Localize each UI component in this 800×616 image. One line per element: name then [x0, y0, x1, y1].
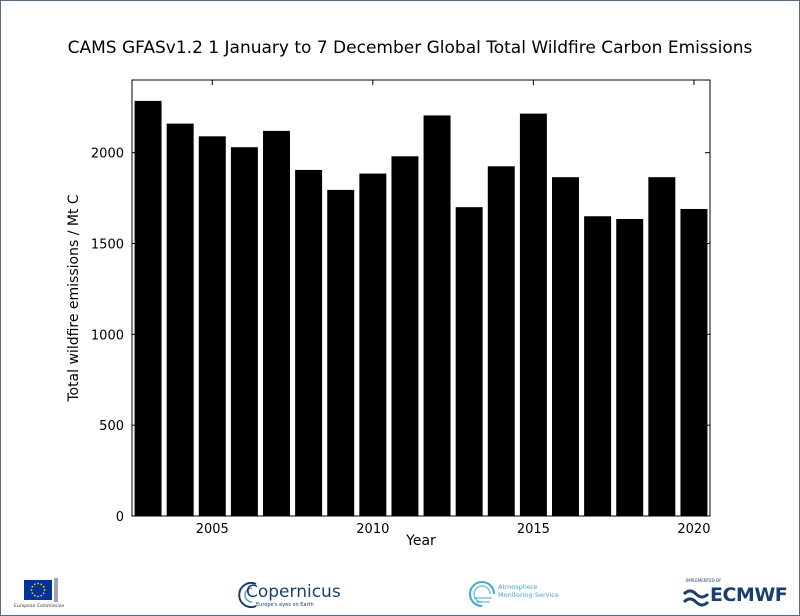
x-tick-label-2005: 2005: [196, 522, 229, 537]
bar-2010: [359, 173, 387, 516]
eu-star: [37, 582, 39, 585]
y-axis: 0 500 1000 1500 2000: [91, 147, 710, 525]
bar-2017: [584, 216, 612, 516]
eu-star: [31, 592, 34, 595]
eu-star: [42, 592, 45, 595]
cams-logo: Atmosphere Monitoring Service: [468, 576, 598, 612]
bar-2008: [295, 169, 323, 516]
ecmwf-logo: IMPLEMENTED BY ECMWF: [680, 578, 788, 612]
plot-area-frame: [131, 79, 711, 517]
eu-star: [42, 585, 45, 588]
eu-star: [30, 589, 33, 591]
european-commission-logo: European Commission: [14, 574, 64, 614]
y-tick-label-1500: 1500: [91, 238, 124, 253]
y-axis-label: Total wildfire emissions / Mt C: [66, 194, 82, 403]
bar-2013: [455, 207, 483, 517]
bar-chart: 0 500 1000 1500 2000 2005 2010 2015 2020 Total …: [66, 79, 711, 549]
eu-flag-icon: [24, 578, 58, 602]
x-axis: 2005 2010 2015 2020: [196, 80, 710, 537]
bar-2004: [166, 123, 194, 516]
bar-2015: [519, 113, 547, 517]
bar-2020: [680, 208, 708, 517]
x-tick-label-2015: 2015: [517, 522, 550, 537]
eu-star: [31, 585, 34, 588]
cams-text-line-1: Atmosphere: [498, 583, 538, 591]
x-axis-label: Year: [405, 533, 436, 549]
bar-2016: [552, 177, 579, 516]
bar-2012: [423, 115, 451, 517]
y-tick-label-1000: 1000: [91, 328, 124, 343]
bar-2006: [230, 147, 258, 516]
bar-2019: [648, 177, 676, 516]
atmosphere-swirl-icon: [469, 581, 495, 607]
copernicus-tagline: Europe's eyes on Earth: [256, 602, 314, 608]
y-tick-label-2000: 2000: [91, 147, 124, 162]
bars-group: [134, 100, 708, 517]
copernicus-c-icon: [238, 582, 257, 608]
chart-title: CAMS GFASv1.2 1 January to 7 December Gl…: [67, 38, 753, 58]
logo-footer: European Commission Copernicus Europe's …: [0, 570, 800, 616]
bar-2009: [327, 189, 355, 516]
ecmwf-wave-icon: [682, 589, 710, 607]
cams-text: Atmosphere Monitoring Service: [498, 583, 559, 599]
y-tick-label-500: 500: [99, 419, 124, 434]
eu-star: [33, 583, 36, 586]
bar-2018: [616, 218, 644, 516]
eu-star: [40, 594, 43, 597]
bar-2011: [391, 156, 419, 517]
copernicus-logo: Copernicus Europe's eyes on Earth: [232, 576, 342, 612]
ecmwf-implemented-label: IMPLEMENTED BY: [686, 578, 722, 583]
eu-star: [33, 594, 36, 597]
bar-2014: [487, 166, 515, 517]
x-tick-label-2020: 2020: [677, 522, 710, 537]
bar-2005: [198, 136, 226, 516]
copernicus-wordmark: Copernicus: [246, 582, 341, 602]
bar-2003: [134, 100, 162, 516]
eu-star: [37, 595, 39, 598]
eu-star: [43, 589, 46, 591]
eu-star: [40, 583, 43, 586]
european-commission-text: European Commission: [14, 604, 65, 609]
ecmwf-wordmark: ECMWF: [710, 584, 788, 606]
y-tick-label-0: 0: [116, 510, 124, 525]
cams-text-line-2: Monitoring Service: [498, 591, 559, 599]
x-tick-label-2010: 2010: [356, 522, 389, 537]
bar-2007: [263, 130, 290, 516]
